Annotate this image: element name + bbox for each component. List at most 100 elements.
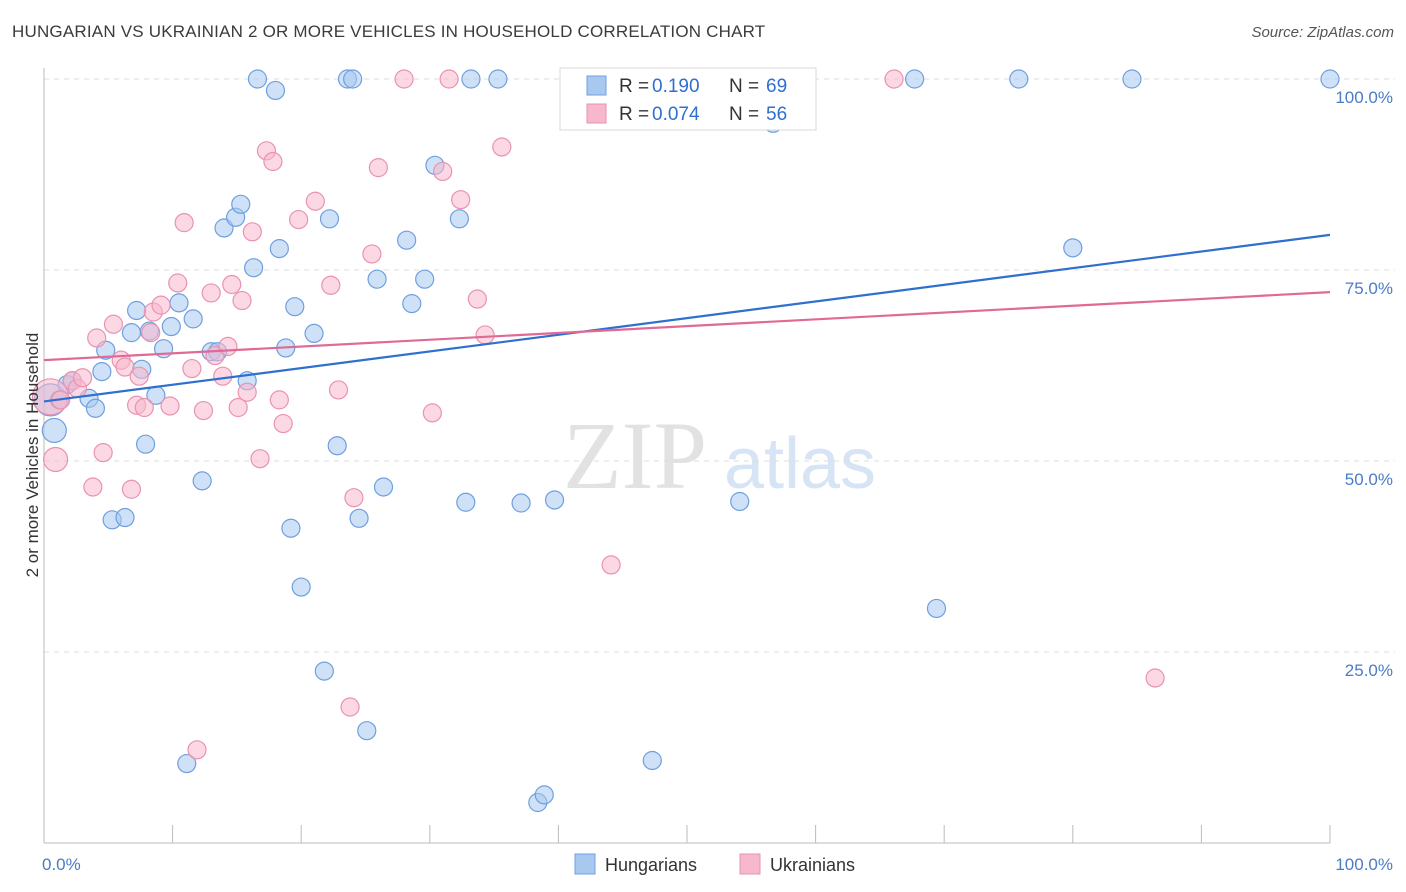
ukrainian-point bbox=[115, 357, 135, 377]
hungarian-point bbox=[304, 323, 324, 344]
hungarian-point bbox=[327, 436, 347, 456]
ukrainian-point bbox=[151, 295, 171, 315]
hungarian-point bbox=[534, 785, 554, 805]
ukrainian-point bbox=[201, 283, 221, 303]
ukrainian-point bbox=[134, 397, 154, 418]
n-label: N = bbox=[729, 104, 759, 125]
watermark-atlas: atlas bbox=[724, 424, 876, 504]
r-label: R = bbox=[619, 104, 649, 125]
ukrainian-point bbox=[141, 323, 161, 343]
ukrainian-point bbox=[263, 151, 283, 172]
ukrainian-point bbox=[232, 290, 252, 311]
hungarian-point bbox=[511, 493, 531, 513]
y-tick-label: 75.0% bbox=[1345, 279, 1393, 298]
stats-legend-row-ukrainians: R = 0.074 N = 56 bbox=[586, 103, 787, 125]
ukrainian-point bbox=[368, 158, 388, 178]
hungarians-trend-line bbox=[43, 233, 1331, 403]
ukrainian-point bbox=[187, 740, 207, 760]
hungarian-point bbox=[1122, 69, 1142, 89]
watermark-zip: ZIP bbox=[563, 402, 707, 509]
hungarian-point bbox=[269, 239, 289, 259]
ukrainian-point bbox=[269, 390, 289, 410]
ukrainian-point bbox=[305, 191, 325, 211]
ukrainian-point bbox=[492, 137, 512, 157]
legend-hungarians-swatch bbox=[574, 853, 596, 875]
ukrainian-point bbox=[433, 161, 453, 182]
hungarian-point bbox=[177, 753, 197, 774]
ukrainian-point bbox=[174, 213, 194, 233]
bottom-legend: Hungarians Ukrainians bbox=[574, 853, 855, 875]
hungarian-point bbox=[92, 362, 112, 382]
ukrainian-point bbox=[193, 400, 214, 421]
ukrainian-point bbox=[129, 366, 149, 386]
data-points bbox=[31, 69, 1340, 813]
hungarian-point bbox=[357, 721, 377, 741]
hungarian-point bbox=[926, 598, 947, 619]
hungarian-point bbox=[285, 297, 305, 317]
hungarian-point bbox=[41, 417, 67, 444]
hungarian-point bbox=[291, 577, 311, 597]
hungarian-point bbox=[247, 69, 268, 89]
y-tick-label: 50.0% bbox=[1345, 470, 1393, 489]
ukrainians-n-value: 56 bbox=[766, 104, 787, 125]
ukrainian-point bbox=[182, 358, 202, 379]
ukrainian-point bbox=[451, 190, 471, 210]
ukrainian-point bbox=[328, 380, 349, 400]
hungarian-point bbox=[126, 300, 147, 321]
ukrainian-point bbox=[42, 446, 69, 473]
stats-legend-row-hungarians: R = 0.190 N = 69 bbox=[586, 75, 787, 97]
hungarian-point bbox=[449, 209, 469, 229]
hungarian-point bbox=[415, 269, 435, 289]
hungarian-point bbox=[1320, 69, 1340, 89]
ukrainian-point bbox=[242, 222, 262, 242]
ukrainian-point bbox=[228, 397, 248, 418]
ukrainian-point bbox=[475, 325, 495, 345]
ukrainian-point bbox=[72, 368, 93, 388]
ukrainian-point bbox=[344, 488, 364, 508]
hungarian-point bbox=[349, 508, 369, 528]
hungarian-point bbox=[1063, 238, 1083, 258]
x-tick-label: 0.0% bbox=[42, 855, 81, 874]
ukrainian-point bbox=[213, 366, 233, 386]
y-tick-label: 100.0% bbox=[1335, 88, 1393, 107]
hungarian-point bbox=[244, 258, 264, 278]
hungarian-point bbox=[314, 661, 334, 681]
hungarian-point bbox=[1009, 69, 1029, 89]
hungarian-point bbox=[115, 507, 135, 528]
ukrainian-point bbox=[103, 314, 124, 334]
hungarians-r-value: 0.190 bbox=[652, 76, 700, 97]
hungarian-point bbox=[397, 230, 417, 250]
hungarian-point bbox=[319, 209, 340, 229]
x-tick-labels: 0.0% 100.0% bbox=[42, 855, 1393, 874]
hungarian-point bbox=[456, 492, 476, 512]
ukrainian-point bbox=[273, 413, 293, 434]
ukrainian-point bbox=[601, 555, 621, 575]
stats-legend: R = 0.190 N = 69 R = 0.074 N = 56 bbox=[559, 67, 817, 131]
ukrainians-swatch bbox=[586, 103, 607, 124]
hungarian-point bbox=[135, 434, 156, 454]
chart-title: HUNGARIAN VS UKRAINIAN 2 OR MORE VEHICLE… bbox=[12, 22, 766, 41]
y-tick-label: 25.0% bbox=[1345, 661, 1393, 680]
hungarians-swatch bbox=[586, 75, 607, 96]
ukrainian-point bbox=[93, 442, 113, 463]
watermark: ZIP atlas bbox=[563, 402, 876, 509]
legend-hungarians-label: Hungarians bbox=[605, 855, 697, 875]
y-axis-label: 2 or more Vehicles in Household bbox=[23, 333, 42, 578]
hungarian-point bbox=[121, 323, 142, 343]
hungarian-point bbox=[265, 80, 286, 101]
hungarian-point bbox=[367, 269, 387, 289]
ukrainian-point bbox=[237, 382, 257, 402]
hungarian-point bbox=[642, 750, 662, 771]
ukrainian-point bbox=[218, 336, 238, 356]
legend-ukrainians-swatch bbox=[739, 853, 761, 875]
ukrainians-trend-line bbox=[43, 291, 1331, 362]
hungarian-point bbox=[231, 194, 251, 214]
hungarian-point bbox=[402, 294, 422, 314]
ukrainian-point bbox=[340, 697, 360, 717]
hungarian-point bbox=[281, 518, 301, 538]
hungarian-point bbox=[169, 293, 189, 313]
ukrainian-point bbox=[160, 396, 180, 416]
ukrainian-point bbox=[394, 69, 414, 89]
hungarian-point bbox=[343, 69, 363, 89]
hungarian-point bbox=[905, 69, 925, 89]
